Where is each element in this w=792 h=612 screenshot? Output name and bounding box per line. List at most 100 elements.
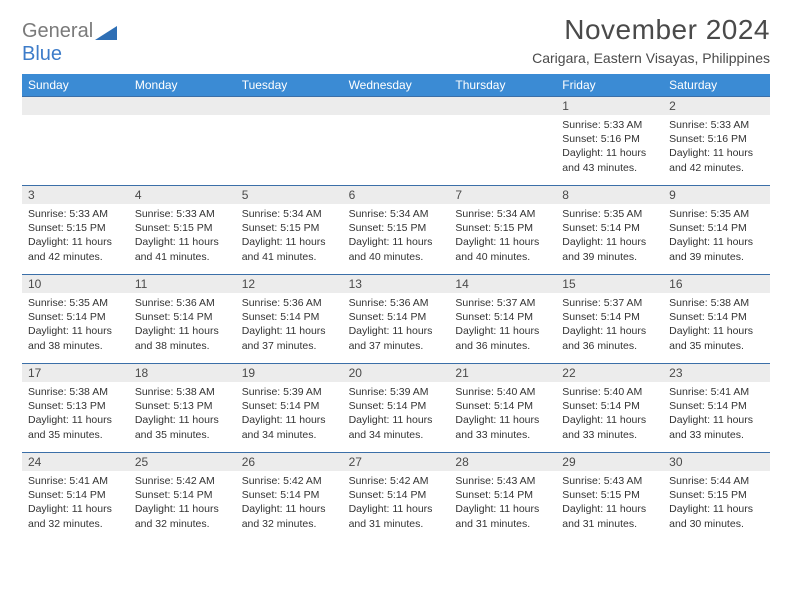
sunset-text: Sunset: 5:14 PM [135,488,230,502]
sunrise-text: Sunrise: 5:33 AM [28,207,123,221]
calendar-page: General Blue November 2024 Carigara, Eas… [0,0,792,551]
daylight-text: Daylight: 11 hours and 36 minutes. [562,324,657,352]
sunset-text: Sunset: 5:13 PM [28,399,123,413]
day-number: 2 [663,97,770,115]
day-number [22,97,129,115]
day-details: Sunrise: 5:43 AMSunset: 5:15 PMDaylight:… [556,471,663,535]
daylight-text: Daylight: 11 hours and 31 minutes. [562,502,657,530]
daylight-text: Daylight: 11 hours and 40 minutes. [349,235,444,263]
day-number: 1 [556,97,663,115]
daylight-text: Daylight: 11 hours and 33 minutes. [562,413,657,441]
day-number: 7 [449,186,556,204]
sunrise-text: Sunrise: 5:41 AM [28,474,123,488]
sunset-text: Sunset: 5:14 PM [28,310,123,324]
daylight-text: Daylight: 11 hours and 33 minutes. [669,413,764,441]
day-number [343,97,450,115]
day-cell-29: 29Sunrise: 5:43 AMSunset: 5:15 PMDayligh… [556,453,663,541]
week-row: 24Sunrise: 5:41 AMSunset: 5:14 PMDayligh… [22,452,770,541]
sunset-text: Sunset: 5:15 PM [669,488,764,502]
day-number: 20 [343,364,450,382]
day-number: 14 [449,275,556,293]
calendar-grid: SundayMondayTuesdayWednesdayThursdayFrid… [22,74,770,541]
daylight-text: Daylight: 11 hours and 39 minutes. [669,235,764,263]
sunset-text: Sunset: 5:15 PM [349,221,444,235]
daylight-text: Daylight: 11 hours and 35 minutes. [28,413,123,441]
sunset-text: Sunset: 5:13 PM [135,399,230,413]
day-cell-1: 1Sunrise: 5:33 AMSunset: 5:16 PMDaylight… [556,97,663,185]
day-cell-21: 21Sunrise: 5:40 AMSunset: 5:14 PMDayligh… [449,364,556,452]
day-details: Sunrise: 5:36 AMSunset: 5:14 PMDaylight:… [129,293,236,357]
day-details: Sunrise: 5:42 AMSunset: 5:14 PMDaylight:… [236,471,343,535]
day-number: 27 [343,453,450,471]
sunrise-text: Sunrise: 5:34 AM [242,207,337,221]
sunrise-text: Sunrise: 5:36 AM [135,296,230,310]
sunset-text: Sunset: 5:14 PM [135,310,230,324]
daylight-text: Daylight: 11 hours and 34 minutes. [242,413,337,441]
day-number: 9 [663,186,770,204]
weekday-thursday: Thursday [449,74,556,96]
sunrise-text: Sunrise: 5:33 AM [669,118,764,132]
day-details: Sunrise: 5:41 AMSunset: 5:14 PMDaylight:… [663,382,770,446]
sunset-text: Sunset: 5:14 PM [349,310,444,324]
daylight-text: Daylight: 11 hours and 35 minutes. [135,413,230,441]
sunrise-text: Sunrise: 5:40 AM [455,385,550,399]
sunrise-text: Sunrise: 5:37 AM [455,296,550,310]
sunset-text: Sunset: 5:14 PM [28,488,123,502]
day-cell-5: 5Sunrise: 5:34 AMSunset: 5:15 PMDaylight… [236,186,343,274]
day-details: Sunrise: 5:36 AMSunset: 5:14 PMDaylight:… [343,293,450,357]
day-cell-11: 11Sunrise: 5:36 AMSunset: 5:14 PMDayligh… [129,275,236,363]
day-number: 23 [663,364,770,382]
sunrise-text: Sunrise: 5:43 AM [562,474,657,488]
day-details: Sunrise: 5:33 AMSunset: 5:15 PMDaylight:… [22,204,129,268]
day-cell-12: 12Sunrise: 5:36 AMSunset: 5:14 PMDayligh… [236,275,343,363]
day-number: 3 [22,186,129,204]
sunrise-text: Sunrise: 5:34 AM [349,207,444,221]
day-cell-2: 2Sunrise: 5:33 AMSunset: 5:16 PMDaylight… [663,97,770,185]
day-number: 24 [22,453,129,471]
day-cell-19: 19Sunrise: 5:39 AMSunset: 5:14 PMDayligh… [236,364,343,452]
sunset-text: Sunset: 5:14 PM [242,310,337,324]
day-cell-7: 7Sunrise: 5:34 AMSunset: 5:15 PMDaylight… [449,186,556,274]
day-details: Sunrise: 5:38 AMSunset: 5:14 PMDaylight:… [663,293,770,357]
weekday-friday: Friday [556,74,663,96]
day-details: Sunrise: 5:40 AMSunset: 5:14 PMDaylight:… [556,382,663,446]
sunrise-text: Sunrise: 5:42 AM [349,474,444,488]
day-cell-empty [129,97,236,185]
day-details: Sunrise: 5:34 AMSunset: 5:15 PMDaylight:… [236,204,343,268]
day-details: Sunrise: 5:33 AMSunset: 5:16 PMDaylight:… [663,115,770,179]
sunrise-text: Sunrise: 5:40 AM [562,385,657,399]
sunrise-text: Sunrise: 5:38 AM [669,296,764,310]
sunset-text: Sunset: 5:15 PM [242,221,337,235]
sunrise-text: Sunrise: 5:42 AM [135,474,230,488]
sunrise-text: Sunrise: 5:33 AM [135,207,230,221]
sunset-text: Sunset: 5:16 PM [562,132,657,146]
day-cell-15: 15Sunrise: 5:37 AMSunset: 5:14 PMDayligh… [556,275,663,363]
daylight-text: Daylight: 11 hours and 42 minutes. [28,235,123,263]
day-details: Sunrise: 5:35 AMSunset: 5:14 PMDaylight:… [22,293,129,357]
day-cell-4: 4Sunrise: 5:33 AMSunset: 5:15 PMDaylight… [129,186,236,274]
day-number [236,97,343,115]
sunset-text: Sunset: 5:14 PM [562,310,657,324]
sunrise-text: Sunrise: 5:42 AM [242,474,337,488]
day-number: 5 [236,186,343,204]
day-number: 25 [129,453,236,471]
daylight-text: Daylight: 11 hours and 31 minutes. [349,502,444,530]
day-number: 30 [663,453,770,471]
sunset-text: Sunset: 5:14 PM [455,488,550,502]
day-cell-17: 17Sunrise: 5:38 AMSunset: 5:13 PMDayligh… [22,364,129,452]
day-number: 13 [343,275,450,293]
sunset-text: Sunset: 5:15 PM [28,221,123,235]
day-cell-27: 27Sunrise: 5:42 AMSunset: 5:14 PMDayligh… [343,453,450,541]
sunrise-text: Sunrise: 5:36 AM [242,296,337,310]
day-details: Sunrise: 5:37 AMSunset: 5:14 PMDaylight:… [556,293,663,357]
daylight-text: Daylight: 11 hours and 33 minutes. [455,413,550,441]
logo: General Blue [22,14,117,66]
daylight-text: Daylight: 11 hours and 39 minutes. [562,235,657,263]
sunset-text: Sunset: 5:14 PM [242,399,337,413]
day-cell-14: 14Sunrise: 5:37 AMSunset: 5:14 PMDayligh… [449,275,556,363]
day-cell-empty [343,97,450,185]
day-cell-3: 3Sunrise: 5:33 AMSunset: 5:15 PMDaylight… [22,186,129,274]
daylight-text: Daylight: 11 hours and 37 minutes. [349,324,444,352]
daylight-text: Daylight: 11 hours and 41 minutes. [135,235,230,263]
sunset-text: Sunset: 5:15 PM [135,221,230,235]
